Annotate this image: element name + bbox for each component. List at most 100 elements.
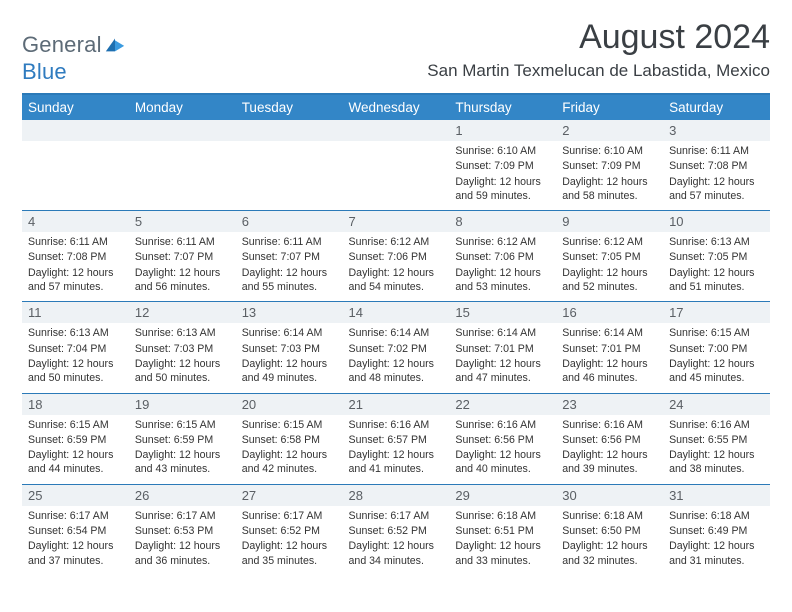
calendar-cell-daynum: 21 xyxy=(343,393,450,415)
calendar-cell-info: Sunrise: 6:18 AMSunset: 6:49 PMDaylight:… xyxy=(663,506,770,575)
page-title: August 2024 xyxy=(427,18,770,57)
sunset-line: Sunset: 6:55 PM xyxy=(669,433,764,447)
brand-right: Blue xyxy=(22,59,67,84)
daylight-line: Daylight: 12 hours and 51 minutes. xyxy=(669,266,764,295)
calendar-cell-daynum: 28 xyxy=(343,484,450,506)
calendar-cell-info: Sunrise: 6:17 AMSunset: 6:53 PMDaylight:… xyxy=(129,506,236,575)
calendar-cell-info: Sunrise: 6:13 AMSunset: 7:05 PMDaylight:… xyxy=(663,232,770,302)
calendar-cell-daynum: 24 xyxy=(663,393,770,415)
sunrise-line: Sunrise: 6:16 AM xyxy=(562,418,657,432)
sunrise-line: Sunrise: 6:11 AM xyxy=(669,144,764,158)
calendar-cell-daynum xyxy=(129,120,236,141)
calendar-cell-daynum: 13 xyxy=(236,302,343,324)
calendar-cell-daynum: 3 xyxy=(663,120,770,141)
weekday-header: Sunday xyxy=(22,95,129,120)
calendar-cell-info: Sunrise: 6:16 AMSunset: 6:56 PMDaylight:… xyxy=(556,415,663,485)
calendar-cell-daynum: 6 xyxy=(236,211,343,233)
daylight-line: Daylight: 12 hours and 33 minutes. xyxy=(455,539,550,568)
weekday-header: Tuesday xyxy=(236,95,343,120)
daylight-line: Daylight: 12 hours and 44 minutes. xyxy=(28,448,123,477)
daylight-line: Daylight: 12 hours and 59 minutes. xyxy=(455,175,550,204)
daylight-line: Daylight: 12 hours and 38 minutes. xyxy=(669,448,764,477)
calendar-cell-daynum: 14 xyxy=(343,302,450,324)
calendar-cell-info: Sunrise: 6:11 AMSunset: 7:07 PMDaylight:… xyxy=(236,232,343,302)
sunset-line: Sunset: 7:03 PM xyxy=(135,342,230,356)
sunset-line: Sunset: 6:57 PM xyxy=(349,433,444,447)
sunrise-line: Sunrise: 6:16 AM xyxy=(455,418,550,432)
calendar-cell-info xyxy=(343,141,450,211)
sunrise-line: Sunrise: 6:15 AM xyxy=(135,418,230,432)
sunset-line: Sunset: 7:06 PM xyxy=(349,250,444,264)
daylight-line: Daylight: 12 hours and 48 minutes. xyxy=(349,357,444,386)
sunrise-line: Sunrise: 6:14 AM xyxy=(242,326,337,340)
sunrise-line: Sunrise: 6:18 AM xyxy=(455,509,550,523)
sunrise-line: Sunrise: 6:13 AM xyxy=(28,326,123,340)
sunset-line: Sunset: 7:08 PM xyxy=(669,159,764,173)
calendar-cell-info: Sunrise: 6:16 AMSunset: 6:55 PMDaylight:… xyxy=(663,415,770,485)
header: GeneralBlue August 2024 San Martin Texme… xyxy=(22,18,770,87)
sunrise-line: Sunrise: 6:15 AM xyxy=(669,326,764,340)
calendar-cell-info: Sunrise: 6:14 AMSunset: 7:02 PMDaylight:… xyxy=(343,323,450,393)
sunrise-line: Sunrise: 6:14 AM xyxy=(562,326,657,340)
calendar-table: SundayMondayTuesdayWednesdayThursdayFrid… xyxy=(22,95,770,575)
calendar-cell-daynum: 31 xyxy=(663,484,770,506)
calendar-cell-info: Sunrise: 6:15 AMSunset: 6:59 PMDaylight:… xyxy=(129,415,236,485)
calendar-cell-info: Sunrise: 6:11 AMSunset: 7:07 PMDaylight:… xyxy=(129,232,236,302)
daylight-line: Daylight: 12 hours and 58 minutes. xyxy=(562,175,657,204)
sunset-line: Sunset: 6:59 PM xyxy=(135,433,230,447)
calendar-cell-info: Sunrise: 6:10 AMSunset: 7:09 PMDaylight:… xyxy=(449,141,556,211)
daylight-line: Daylight: 12 hours and 50 minutes. xyxy=(28,357,123,386)
calendar-cell-daynum: 4 xyxy=(22,211,129,233)
daylight-line: Daylight: 12 hours and 36 minutes. xyxy=(135,539,230,568)
calendar-cell-info: Sunrise: 6:18 AMSunset: 6:50 PMDaylight:… xyxy=(556,506,663,575)
calendar-cell-info: Sunrise: 6:12 AMSunset: 7:06 PMDaylight:… xyxy=(449,232,556,302)
sunset-line: Sunset: 6:52 PM xyxy=(349,524,444,538)
calendar-cell-daynum: 22 xyxy=(449,393,556,415)
sunset-line: Sunset: 7:01 PM xyxy=(562,342,657,356)
calendar-cell-daynum: 20 xyxy=(236,393,343,415)
sunset-line: Sunset: 6:59 PM xyxy=(28,433,123,447)
daylight-line: Daylight: 12 hours and 40 minutes. xyxy=(455,448,550,477)
calendar-cell-daynum: 25 xyxy=(22,484,129,506)
calendar-cell-info xyxy=(22,141,129,211)
weekday-header: Thursday xyxy=(449,95,556,120)
calendar-cell-daynum: 11 xyxy=(22,302,129,324)
calendar-cell-daynum: 29 xyxy=(449,484,556,506)
daylight-line: Daylight: 12 hours and 37 minutes. xyxy=(28,539,123,568)
calendar-cell-info: Sunrise: 6:17 AMSunset: 6:52 PMDaylight:… xyxy=(236,506,343,575)
calendar-cell-daynum xyxy=(22,120,129,141)
calendar-cell-info xyxy=(129,141,236,211)
calendar-cell-info: Sunrise: 6:18 AMSunset: 6:51 PMDaylight:… xyxy=(449,506,556,575)
calendar-cell-daynum: 7 xyxy=(343,211,450,233)
sunrise-line: Sunrise: 6:17 AM xyxy=(349,509,444,523)
sunset-line: Sunset: 6:52 PM xyxy=(242,524,337,538)
location-subtitle: San Martin Texmelucan de Labastida, Mexi… xyxy=(427,61,770,81)
calendar-cell-daynum: 15 xyxy=(449,302,556,324)
sunrise-line: Sunrise: 6:10 AM xyxy=(562,144,657,158)
calendar-cell-info: Sunrise: 6:14 AMSunset: 7:01 PMDaylight:… xyxy=(556,323,663,393)
sunrise-line: Sunrise: 6:13 AM xyxy=(669,235,764,249)
calendar-cell-info: Sunrise: 6:17 AMSunset: 6:54 PMDaylight:… xyxy=(22,506,129,575)
calendar-cell-daynum: 9 xyxy=(556,211,663,233)
brand-logo: GeneralBlue xyxy=(22,32,129,85)
calendar-cell-daynum: 23 xyxy=(556,393,663,415)
calendar-cell-daynum: 2 xyxy=(556,120,663,141)
calendar-cell-info: Sunrise: 6:15 AMSunset: 6:59 PMDaylight:… xyxy=(22,415,129,485)
daylight-line: Daylight: 12 hours and 43 minutes. xyxy=(135,448,230,477)
sunset-line: Sunset: 6:54 PM xyxy=(28,524,123,538)
daylight-line: Daylight: 12 hours and 53 minutes. xyxy=(455,266,550,295)
weekday-header: Saturday xyxy=(663,95,770,120)
calendar-cell-info: Sunrise: 6:14 AMSunset: 7:03 PMDaylight:… xyxy=(236,323,343,393)
brand-mark-icon xyxy=(104,33,126,55)
calendar-cell-daynum: 5 xyxy=(129,211,236,233)
sunrise-line: Sunrise: 6:18 AM xyxy=(669,509,764,523)
sunrise-line: Sunrise: 6:15 AM xyxy=(28,418,123,432)
daylight-line: Daylight: 12 hours and 41 minutes. xyxy=(349,448,444,477)
calendar-cell-info xyxy=(236,141,343,211)
brand-text: GeneralBlue xyxy=(22,32,129,85)
sunset-line: Sunset: 6:53 PM xyxy=(135,524,230,538)
daylight-line: Daylight: 12 hours and 55 minutes. xyxy=(242,266,337,295)
calendar-cell-info: Sunrise: 6:11 AMSunset: 7:08 PMDaylight:… xyxy=(22,232,129,302)
sunrise-line: Sunrise: 6:14 AM xyxy=(455,326,550,340)
sunrise-line: Sunrise: 6:15 AM xyxy=(242,418,337,432)
